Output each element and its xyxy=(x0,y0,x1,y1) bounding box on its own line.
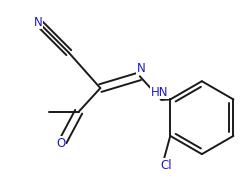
Text: Cl: Cl xyxy=(160,159,172,172)
Text: O: O xyxy=(56,137,65,150)
Text: N: N xyxy=(136,62,145,75)
Text: N: N xyxy=(34,16,43,28)
Text: HN: HN xyxy=(151,86,168,99)
